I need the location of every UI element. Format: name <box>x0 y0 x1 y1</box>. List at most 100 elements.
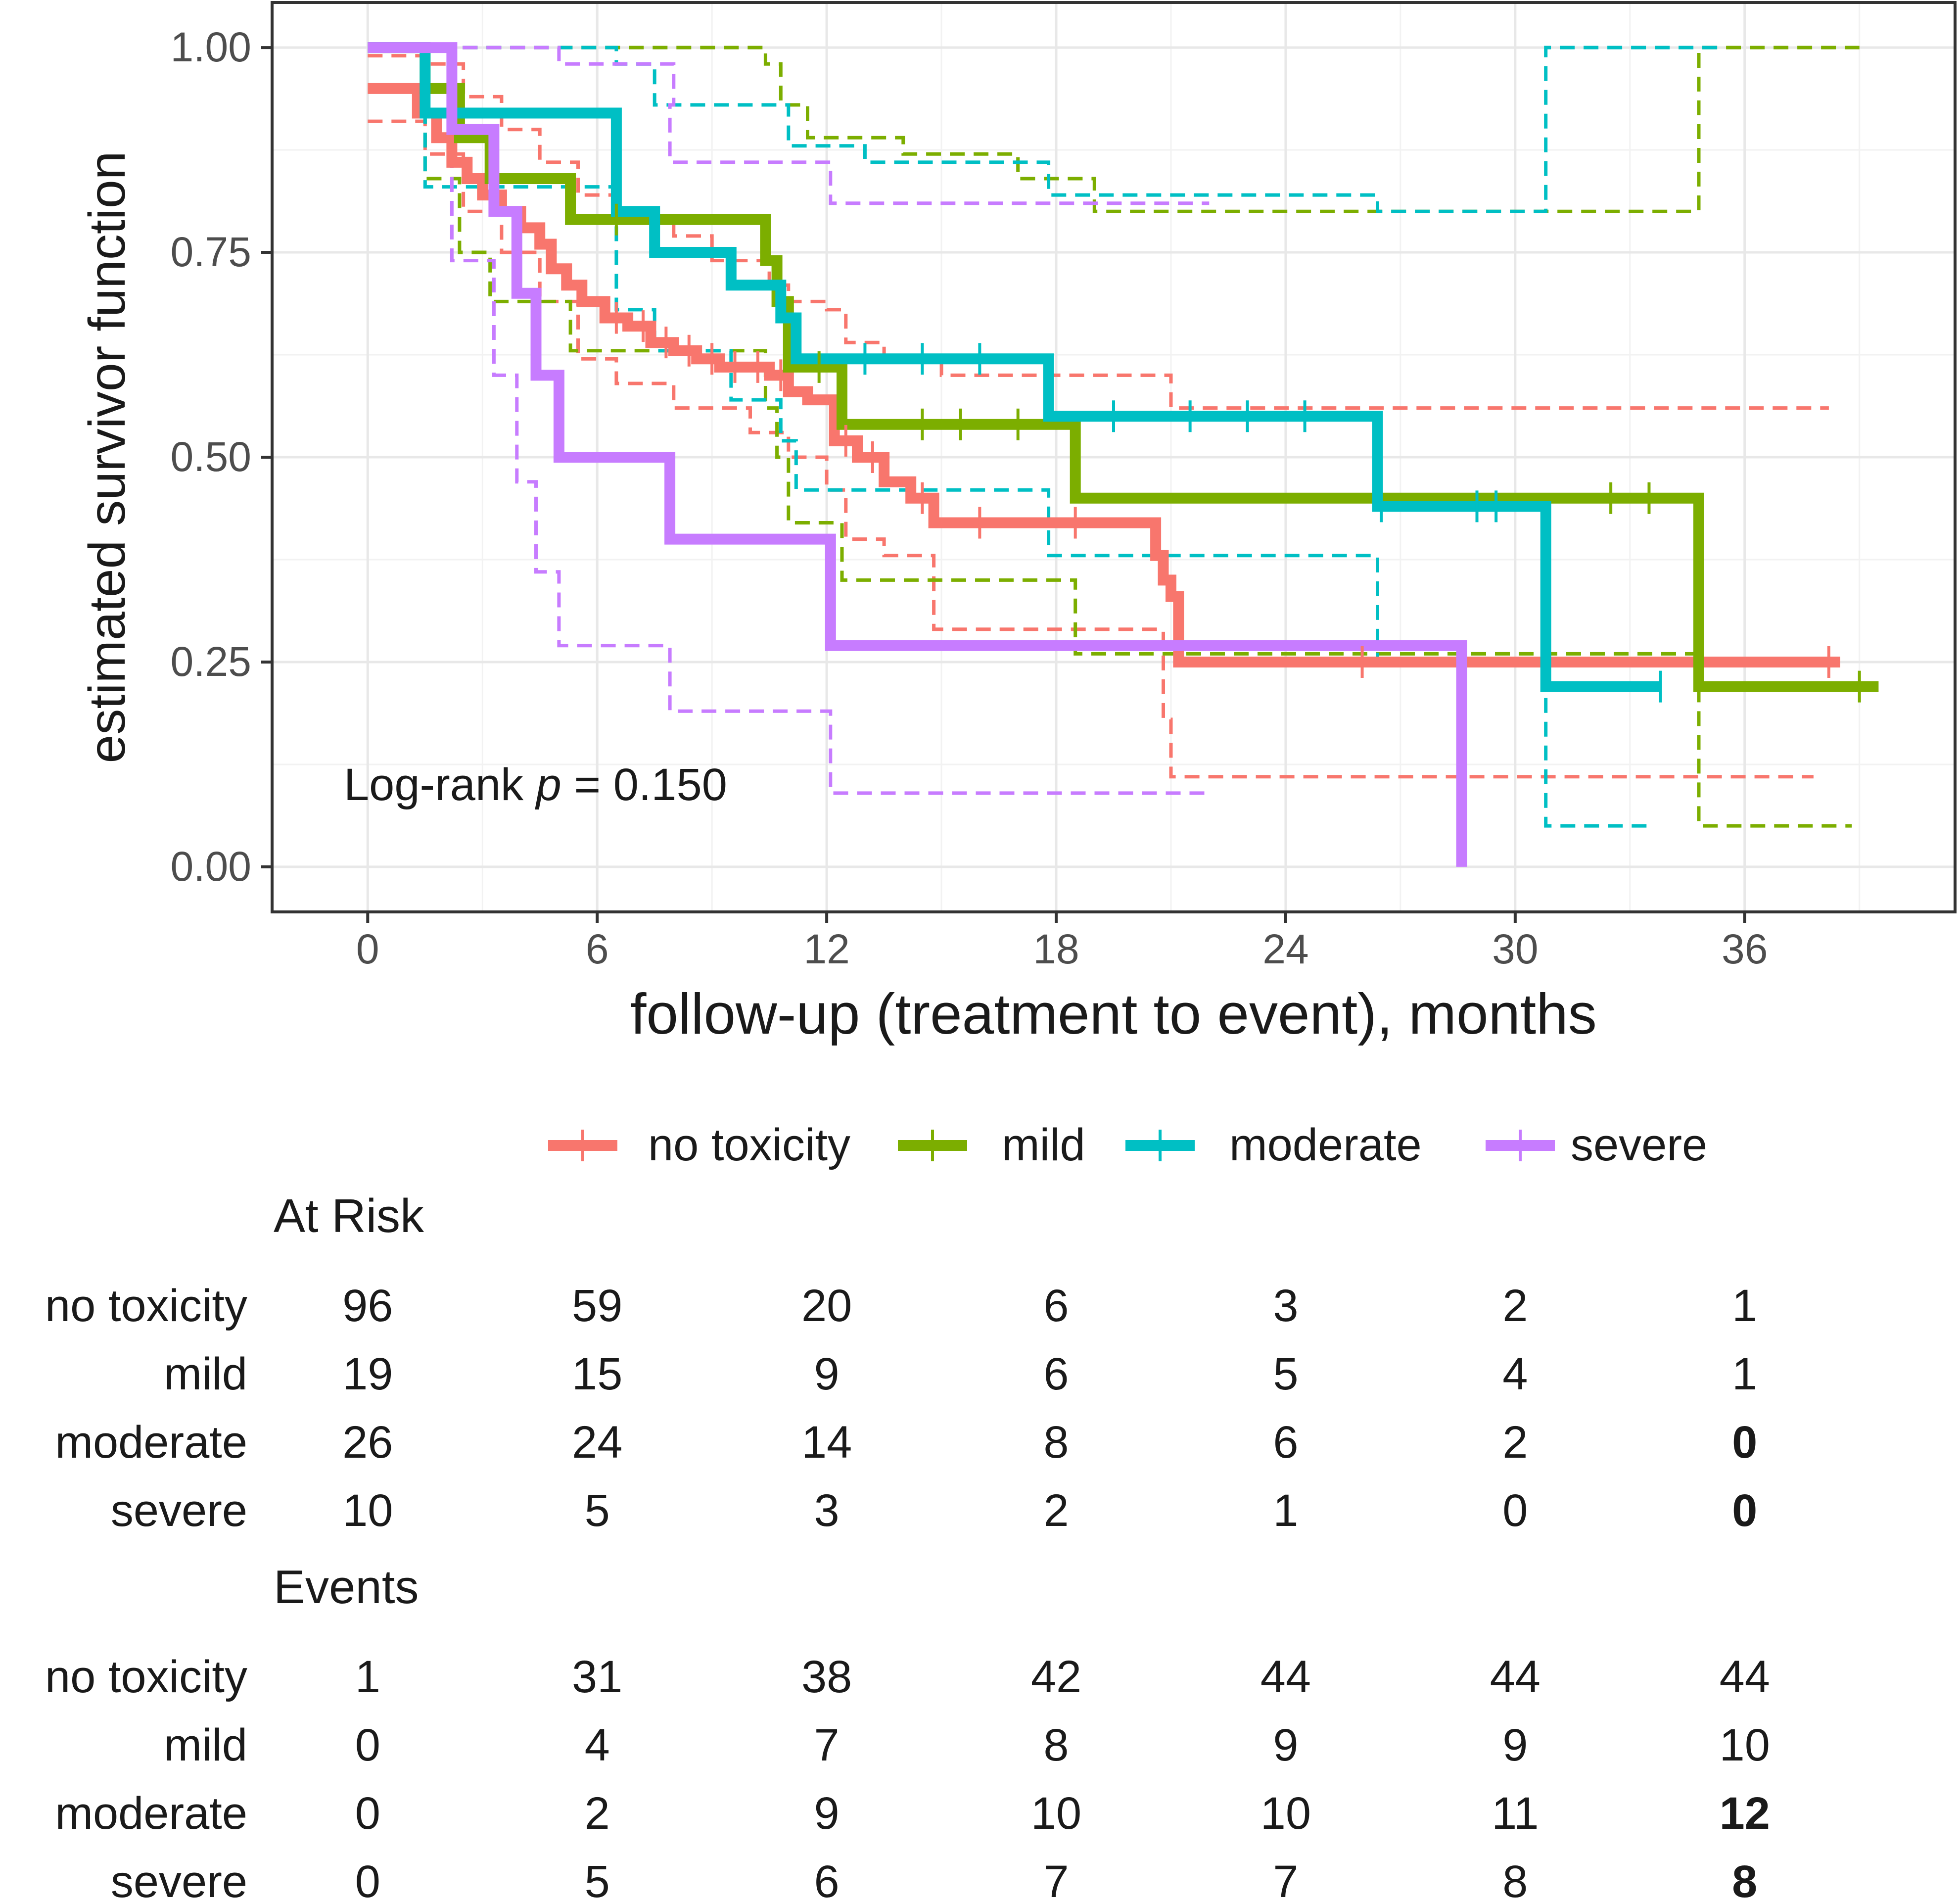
risk-cell: 9 <box>814 1788 840 1839</box>
risk-cell: 0 <box>355 1720 380 1770</box>
legend-label-moderate: moderate <box>1229 1120 1422 1170</box>
risk-cell: 7 <box>1043 1856 1069 1903</box>
risk-cell: 8 <box>1043 1720 1069 1770</box>
x-tick-label: 30 <box>1492 926 1538 972</box>
y-tick-label: 0.25 <box>171 638 252 685</box>
x-tick-label: 0 <box>356 926 379 972</box>
risk-cell: 6 <box>814 1856 840 1903</box>
legend-label-no-toxicity: no toxicity <box>648 1120 850 1170</box>
ci-upper-moderate <box>368 46 1726 213</box>
risk-cell: 12 <box>1720 1788 1770 1839</box>
y-tick-label: 1.00 <box>171 24 252 70</box>
risk-cell: 0 <box>355 1856 380 1903</box>
x-tick-label: 18 <box>1033 926 1079 972</box>
risk-row-label: severe <box>111 1856 247 1903</box>
logrank-prefix: Log-rank <box>344 760 536 810</box>
risk-row-label: no toxicity <box>45 1281 247 1331</box>
ci-lower-severe <box>368 46 1210 795</box>
risk-cell: 26 <box>342 1417 393 1468</box>
risk-cell: 8 <box>1043 1417 1069 1468</box>
legend-label-severe: severe <box>1571 1120 1707 1170</box>
ci-lower-mild <box>368 46 1852 828</box>
risk-cell: 4 <box>1502 1349 1528 1399</box>
risk-cell: 6 <box>1043 1349 1069 1399</box>
risk-cell: 1 <box>355 1652 380 1702</box>
risk-cell: 10 <box>1720 1720 1770 1770</box>
y-tick-label: 0.75 <box>171 229 252 275</box>
risk-cell: 2 <box>585 1788 610 1839</box>
risk-cell: 44 <box>1720 1652 1770 1702</box>
risk-cell: 8 <box>1732 1856 1757 1903</box>
risk-cell: 19 <box>342 1349 393 1399</box>
risk-row-label: mild <box>164 1349 247 1399</box>
risk-row-label: mild <box>164 1720 247 1770</box>
risk-row-label: no toxicity <box>45 1652 247 1702</box>
risk-cell: 3 <box>814 1485 840 1536</box>
risk-cell: 2 <box>1043 1485 1069 1536</box>
risk-cell: 96 <box>342 1281 393 1331</box>
risk-cell: 0 <box>1732 1417 1757 1468</box>
risk-cell: 38 <box>801 1652 852 1702</box>
legend: no toxicity mild moderate severe <box>548 1120 1707 1170</box>
risk-cell: 14 <box>801 1417 852 1468</box>
risk-cell: 44 <box>1260 1652 1311 1702</box>
risk-cell: 59 <box>572 1281 622 1331</box>
risk-cell: 15 <box>572 1349 622 1399</box>
ci-upper-severe <box>368 46 1210 205</box>
risk-cell: 7 <box>1273 1856 1298 1903</box>
x-tick-label: 24 <box>1262 926 1308 972</box>
x-axis-title: follow-up (treatment to event), months <box>630 982 1597 1046</box>
risk-cell: 5 <box>1273 1349 1298 1399</box>
risk-cell: 7 <box>814 1720 840 1770</box>
risk-cell: 2 <box>1502 1417 1528 1468</box>
x-tick-label: 36 <box>1722 926 1768 972</box>
risk-row-label: moderate <box>55 1417 247 1468</box>
risk-cell: 11 <box>1492 1788 1539 1839</box>
risk-cell: 42 <box>1031 1652 1081 1702</box>
risk-table-title: At Risk <box>274 1189 424 1242</box>
y-axis-title: estimated survivor function <box>79 151 136 763</box>
risk-cell: 10 <box>1260 1788 1311 1839</box>
risk-cell: 6 <box>1273 1417 1298 1468</box>
risk-cell: 20 <box>801 1281 852 1331</box>
risk-cell: 9 <box>1502 1720 1528 1770</box>
risk-cell: 10 <box>1031 1788 1081 1839</box>
logrank-suffix: = 0.150 <box>561 760 727 810</box>
curve-no-toxicity <box>368 83 1840 667</box>
risk-cell: 8 <box>1502 1856 1528 1903</box>
risk-cell: 6 <box>1043 1281 1069 1331</box>
risk-table-title: Events <box>274 1561 419 1614</box>
risk-cell: 9 <box>814 1349 840 1399</box>
risk-cell: 31 <box>572 1652 622 1702</box>
plot-panel: Log-rank p = 0.150 <box>271 1 1957 913</box>
risk-row-label: moderate <box>55 1788 247 1839</box>
risk-cell: 2 <box>1502 1281 1528 1331</box>
x-tick-label: 6 <box>586 926 609 972</box>
risk-row-label: severe <box>111 1485 247 1536</box>
axes: 0.00 0.25 0.50 0.75 1.00 0 6 12 18 24 30 36 <box>171 24 1768 972</box>
risk-cell: 1 <box>1732 1349 1757 1399</box>
risk-cell: 0 <box>355 1788 380 1839</box>
logrank-annotation: Log-rank p = 0.150 <box>344 760 727 810</box>
risk-cell: 0 <box>1502 1485 1528 1536</box>
curve-moderate <box>368 42 1661 692</box>
risk-cell: 1 <box>1732 1281 1757 1331</box>
survival-curves <box>368 42 1879 867</box>
risk-cell: 1 <box>1273 1485 1298 1536</box>
risk-cell: 3 <box>1273 1281 1298 1331</box>
risk-cell: 24 <box>572 1417 622 1468</box>
legend-label-mild: mild <box>1002 1120 1085 1170</box>
risk-cell: 4 <box>585 1720 610 1770</box>
curve-severe <box>368 42 1467 867</box>
risk-cell: 5 <box>585 1856 610 1903</box>
censor-marks <box>614 203 1861 703</box>
y-tick-label: 0.50 <box>171 433 252 480</box>
risk-cell: 44 <box>1490 1652 1540 1702</box>
risk-cell: 9 <box>1273 1720 1298 1770</box>
x-tick-label: 12 <box>803 926 849 972</box>
risk-cell: 0 <box>1732 1485 1757 1536</box>
grid <box>272 2 1955 912</box>
risk-cell: 10 <box>342 1485 393 1536</box>
